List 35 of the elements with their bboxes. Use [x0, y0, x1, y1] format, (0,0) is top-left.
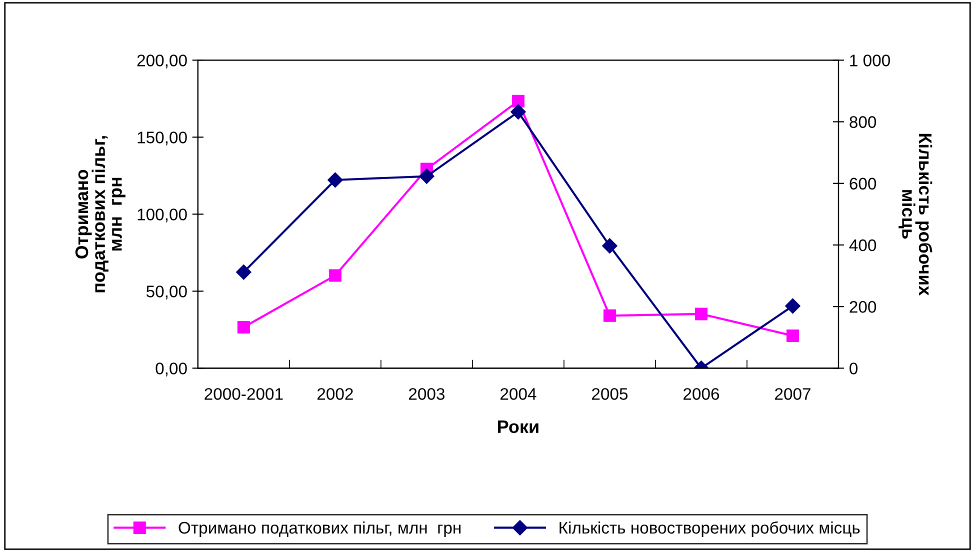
- x-tick-label: 2006: [684, 388, 720, 400]
- y2-tick-label: 1 000: [850, 54, 890, 66]
- point: [785, 298, 800, 314]
- point: [694, 308, 708, 320]
- y-axis-title: Отримано податкових пільг, млн грн: [75, 136, 126, 292]
- y-tick-label: 150,00: [138, 132, 187, 146]
- y-tick-label: 50,00: [146, 286, 187, 300]
- x-tick-label: 2000-2001: [204, 388, 283, 400]
- y2-tick-label: 200: [850, 300, 876, 313]
- x-tick-label: 2002: [317, 388, 353, 400]
- x-tick-label: 2005: [592, 388, 628, 400]
- legend-label: Кількість новостворених робочих місць: [560, 521, 860, 537]
- y2-axis-title: Кількість робочих місць: [898, 134, 932, 296]
- point: [510, 104, 526, 120]
- point: [236, 264, 252, 280]
- point: [786, 329, 799, 342]
- y-tick-label: 100,00: [138, 208, 187, 222]
- point: [602, 238, 618, 254]
- y2-tick-label: 0: [850, 362, 858, 374]
- point: [328, 172, 343, 188]
- legend-label: Отримано податкових пільг, млн грн: [178, 521, 460, 537]
- y-tick-label: 200,00: [137, 54, 187, 68]
- point: [419, 168, 434, 184]
- point: [512, 94, 524, 108]
- x-tick-label: 2003: [409, 388, 445, 400]
- x-tick-label: 2004: [500, 388, 536, 400]
- y-tick-label: 0,00: [156, 362, 187, 376]
- y2-tick-label: 400: [849, 239, 876, 252]
- y2-tick-label: 800: [850, 116, 876, 128]
- point: [603, 309, 616, 322]
- x-axis-title: Роки: [498, 420, 538, 434]
- point: [328, 269, 342, 282]
- y2-tick-label: 600: [850, 178, 876, 190]
- point: [237, 320, 250, 334]
- x-tick-label: 2007: [775, 388, 810, 400]
